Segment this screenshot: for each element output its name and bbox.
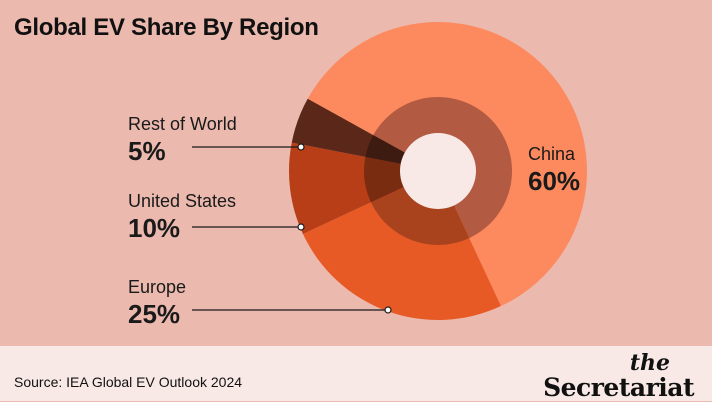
- slice-label-europe: Europe: [128, 277, 186, 297]
- brand-the: the: [629, 350, 670, 376]
- chart-title: Global EV Share By Region: [14, 14, 319, 41]
- source-note: Source: IEA Global EV Outlook 2024: [14, 374, 243, 390]
- callout-dot-united-states: [297, 223, 305, 231]
- callout-dot-europe: [384, 306, 392, 314]
- footer: Source: IEA Global EV Outlook 2024 the S…: [0, 346, 712, 401]
- slice-label-china: China: [528, 144, 576, 164]
- slice-value-europe: 25%: [128, 299, 180, 329]
- slice-value-rest-of-world: 5%: [128, 136, 166, 166]
- brand-name: Secretariat: [543, 373, 694, 402]
- slice-label-united-states: United States: [128, 191, 236, 211]
- slice-value-united-states: 10%: [128, 213, 180, 243]
- brand-logo: the Secretariat: [543, 352, 694, 400]
- callout-dot-rest-of-world: [297, 143, 305, 151]
- slice-label-rest-of-world: Rest of World: [128, 114, 237, 134]
- slice-value-china: 60%: [528, 166, 580, 196]
- donut-hole: [400, 133, 476, 209]
